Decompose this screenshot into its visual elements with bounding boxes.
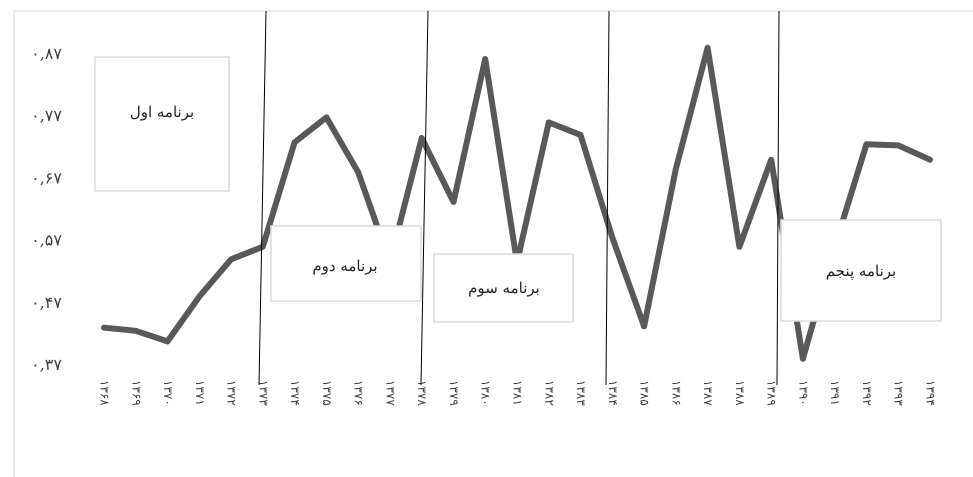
annotation-label-1: برنامه اول xyxy=(130,103,194,121)
x-tick-label: ۱۳۶۸ xyxy=(98,380,112,406)
x-tick-label: ۱۳۶۹ xyxy=(129,380,143,406)
y-tick-label: ۰,۸۷ xyxy=(31,44,62,63)
annotation-label-2: برنامه دوم xyxy=(312,257,377,275)
x-tick-label: ۱۳۸۷ xyxy=(701,380,715,406)
x-tick-label: ۱۳۷۶ xyxy=(352,380,366,406)
x-tick-label: ۱۳۸۳ xyxy=(574,380,588,406)
x-tick-label: ۱۳۷۵ xyxy=(320,380,334,406)
divider-line-4 xyxy=(776,10,780,386)
x-tick-label: ۱۳۸۶ xyxy=(669,380,683,406)
x-tick-label: ۱۳۷۳ xyxy=(256,380,270,406)
annotation-label-3: برنامه سوم xyxy=(468,279,540,297)
x-tick-label: ۱۳۸۴ xyxy=(606,380,620,406)
x-axis-ticks: ۱۳۶۸ ۱۳۶۹ ۱۳۷۰ ۱۳۷۱ ۱۳۷۲ ۱۳۷۳ ۱۳۷۴ ۱۳۷۵ ۱۳۷۶ ۱۳۷۷… xyxy=(98,380,938,406)
x-tick-label: ۱۳۷۹ xyxy=(447,380,461,406)
annotation-program-5: برنامه پنجم xyxy=(780,219,942,322)
x-tick-label: ۱۳۷۴ xyxy=(288,380,302,406)
x-tick-label: ۱۳۷۲ xyxy=(225,380,239,406)
annotation-program-1: برنامه اول xyxy=(94,56,230,192)
annotation-label-5: برنامه پنجم xyxy=(826,262,896,280)
annotation-program-3: برنامه سوم xyxy=(433,253,574,323)
annotation-box-1 xyxy=(94,56,230,192)
divider-line-3 xyxy=(605,10,610,386)
x-tick-label: ۱۳۹۱ xyxy=(828,380,842,406)
x-tick-label: ۱۳۸۹ xyxy=(765,380,779,406)
annotation-box-2 xyxy=(270,225,422,302)
annotation-box-3 xyxy=(433,253,574,323)
program-dividers xyxy=(258,10,780,386)
x-tick-label: ۱۳۸۰ xyxy=(479,380,493,406)
y-tick-label: ۰,۵۷ xyxy=(31,231,62,250)
x-tick-label: ۱۳۸۸ xyxy=(733,380,747,406)
x-tick-label: ۱۳۸۱ xyxy=(511,380,525,406)
annotation-box-5 xyxy=(780,219,942,322)
x-tick-label: ۱۳۷۷ xyxy=(383,380,397,406)
divider-line-2 xyxy=(420,10,429,386)
x-tick-label: ۱۳۷۱ xyxy=(193,380,207,406)
x-tick-label: ۱۳۷۸ xyxy=(415,380,429,406)
y-axis-ticks: ۰,۳۷ ۰,۴۷ ۰,۵۷ ۰,۶۷ ۰,۷۷ ۰,۸۷ xyxy=(31,44,62,374)
x-tick-label: ۱۳۹۴ xyxy=(924,380,938,406)
x-tick-label: ۱۳۸۵ xyxy=(638,380,652,406)
y-tick-label: ۰,۴۷ xyxy=(31,293,62,312)
x-tick-label: ۱۳۸۲ xyxy=(542,380,556,406)
x-tick-label: ۱۳۹۳ xyxy=(892,380,906,406)
y-tick-label: ۰,۷۷ xyxy=(31,106,62,125)
annotation-program-2: برنامه دوم xyxy=(270,225,422,302)
x-tick-label: ۱۳۹۲ xyxy=(860,380,874,406)
x-tick-label: ۱۳۷۰ xyxy=(161,380,175,406)
y-tick-label: ۰,۶۷ xyxy=(31,168,62,187)
y-tick-label: ۰,۳۷ xyxy=(31,355,62,374)
x-tick-label: ۱۳۹۰ xyxy=(796,380,810,406)
divider-line-1 xyxy=(258,10,267,386)
